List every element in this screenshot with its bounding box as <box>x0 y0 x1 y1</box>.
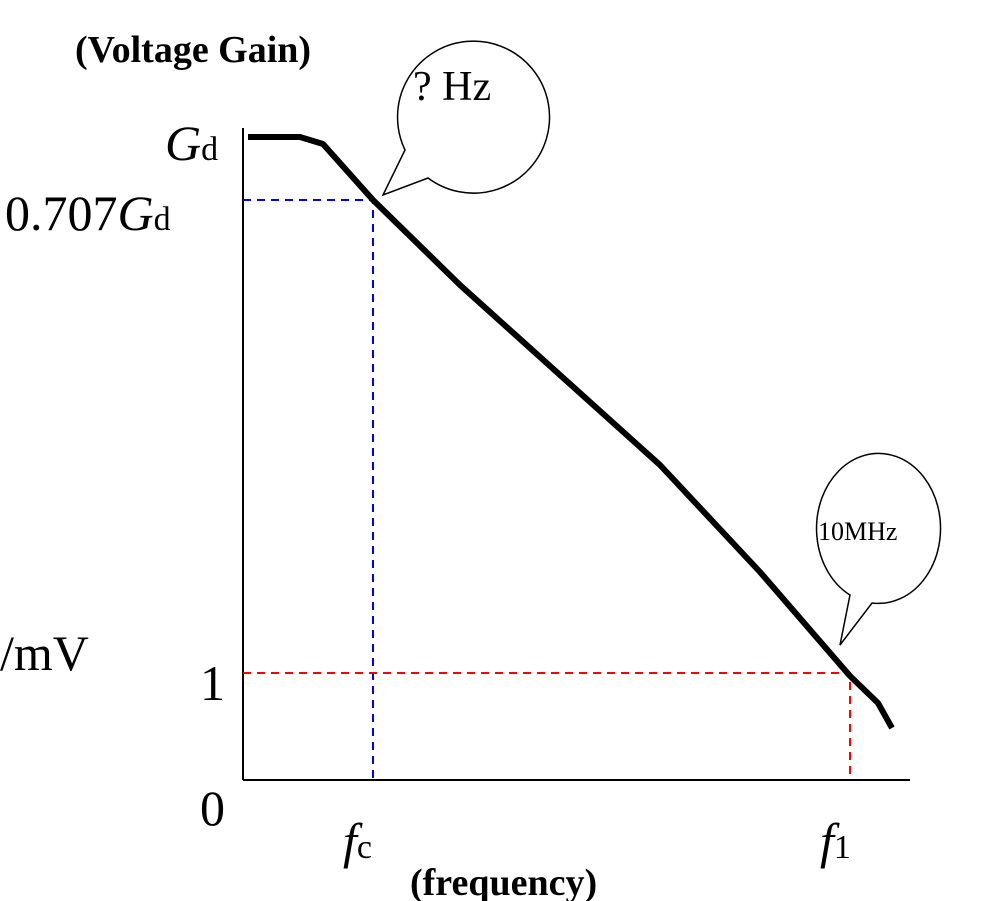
callout-bubble <box>381 40 551 197</box>
callout-bubble <box>815 452 942 646</box>
y-tick-label: 0.707Gd <box>5 185 171 241</box>
subscript: d <box>154 201 171 238</box>
gain-curve <box>248 134 895 730</box>
y-axis-unit: /mV <box>0 625 89 681</box>
coefficient: 0.707 <box>5 185 118 241</box>
callout-text: ? Hz <box>413 64 491 110</box>
x-axis-title: (frequency) <box>410 862 597 901</box>
subscript: d <box>201 131 218 168</box>
y-tick-label: 0 <box>200 780 225 836</box>
callout-text: 10MHz <box>818 517 897 546</box>
y-tick-label: Gd <box>165 115 218 171</box>
x-tick-label: f1 <box>820 813 851 869</box>
y-tick-label: 1 <box>200 655 225 711</box>
x-tick-label: fc <box>343 813 372 869</box>
subscript: 1 <box>834 829 851 866</box>
y-axis-title: (Voltage Gain) <box>75 29 311 71</box>
symbol: G <box>165 115 201 171</box>
subscript: c <box>357 829 372 866</box>
symbol: G <box>118 185 154 241</box>
unity-guide <box>243 672 851 780</box>
cutoff-guide <box>243 199 374 780</box>
